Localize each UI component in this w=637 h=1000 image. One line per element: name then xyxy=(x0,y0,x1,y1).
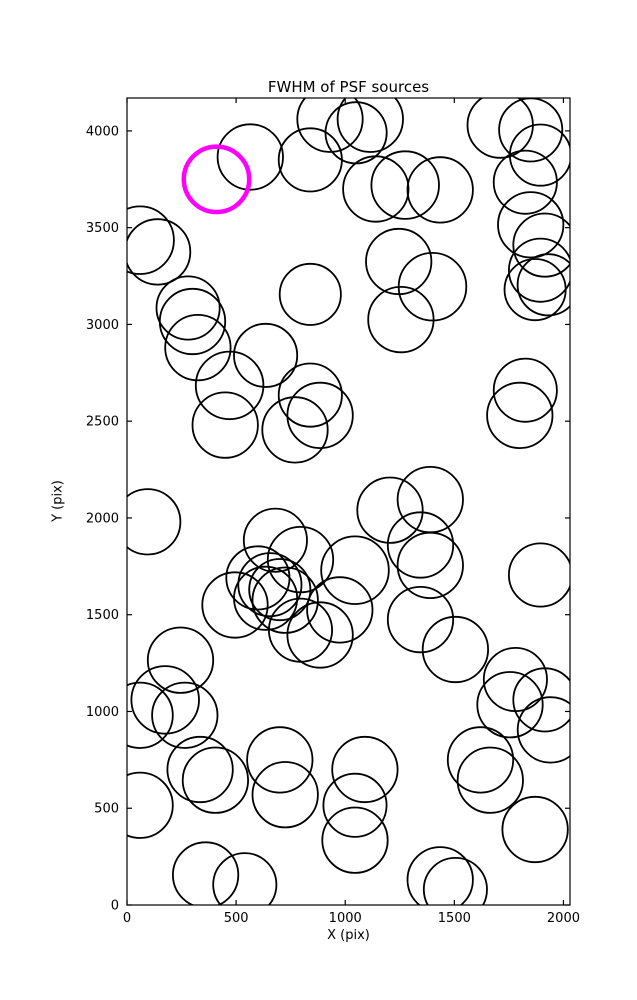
psf-circle xyxy=(233,322,299,388)
y-tick-label: 500 xyxy=(94,802,119,817)
x-tick-label: 0 xyxy=(123,911,131,926)
psf-circle xyxy=(508,542,570,608)
psf-circle xyxy=(336,98,404,153)
y-tick-label: 1000 xyxy=(86,705,119,720)
psf-circle xyxy=(158,287,227,356)
psf-circle xyxy=(501,795,569,864)
psf-circle xyxy=(386,585,455,654)
psf-circle xyxy=(324,101,388,165)
psf-circle xyxy=(476,671,544,739)
y-tick-label: 4000 xyxy=(86,124,119,139)
psf-circle xyxy=(406,846,474,905)
psf-circle xyxy=(127,488,182,556)
psf-circle xyxy=(216,123,284,191)
psf-circle xyxy=(237,552,303,618)
psf-circle-highlighted xyxy=(181,144,252,215)
psf-circle xyxy=(396,465,464,534)
psf-circle xyxy=(172,841,240,905)
psf-circle xyxy=(286,601,354,669)
x-axis-label: X (pix) xyxy=(327,928,370,943)
psf-circle xyxy=(166,735,234,804)
y-tick-label: 3000 xyxy=(86,318,119,333)
psf-circle xyxy=(251,761,319,829)
psf-circle xyxy=(191,391,259,459)
psf-circle xyxy=(277,362,343,428)
psf-circle xyxy=(406,156,474,224)
psf-circle xyxy=(164,313,232,382)
psf-circle xyxy=(370,150,440,220)
psf-circle xyxy=(278,262,342,326)
psf-circle xyxy=(201,571,269,639)
y-tick-label: 2000 xyxy=(86,511,119,526)
chart-title: FWHM of PSF sources xyxy=(267,78,430,96)
psf-circle xyxy=(322,772,388,838)
psf-circle xyxy=(486,381,554,449)
x-tick-label: 500 xyxy=(224,911,249,926)
psf-circle xyxy=(248,558,312,622)
psf-circle xyxy=(492,149,558,215)
psf-circle xyxy=(277,127,343,193)
psf-circle xyxy=(261,396,329,464)
y-tick-label: 2500 xyxy=(86,415,119,430)
psf-circle xyxy=(331,735,399,804)
psf-circle xyxy=(386,511,455,579)
y-tick-label: 1500 xyxy=(86,608,119,623)
psf-circles xyxy=(127,98,570,905)
psf-circle xyxy=(396,531,464,600)
psf-circle xyxy=(242,507,308,573)
psf-circle xyxy=(127,771,174,839)
psf-circle xyxy=(367,285,435,354)
psf-circle xyxy=(516,253,570,317)
x-tick-label: 1500 xyxy=(438,911,471,926)
y-tick-label: 0 xyxy=(111,899,119,914)
axes-frame xyxy=(126,97,571,906)
psf-circle xyxy=(516,696,570,764)
psf-circle xyxy=(246,726,314,794)
psf-circle xyxy=(508,237,570,303)
psf-circle xyxy=(497,191,565,259)
psf-circle xyxy=(296,98,364,153)
psf-circle xyxy=(512,212,570,278)
psf-circle xyxy=(127,218,192,286)
x-tick-label: 2000 xyxy=(547,911,580,926)
psf-circle xyxy=(456,746,524,814)
psf-circle xyxy=(512,667,570,733)
psf-circle xyxy=(498,98,564,163)
psf-circle xyxy=(421,615,489,684)
psf-circle xyxy=(233,565,299,631)
y-tick-label: 3500 xyxy=(86,221,119,236)
x-tick-label: 1000 xyxy=(329,911,362,926)
psf-circle xyxy=(181,746,249,814)
psf-circle xyxy=(130,665,200,735)
psf-circle xyxy=(151,681,219,749)
psf-circle xyxy=(446,726,515,794)
psf-circle xyxy=(155,275,221,341)
psf-circle xyxy=(342,155,410,223)
psf-circle xyxy=(127,681,174,749)
psf-circle xyxy=(306,576,374,644)
psf-circle xyxy=(422,857,488,905)
psf-circle xyxy=(492,357,558,423)
psf-circle xyxy=(356,476,424,544)
psf-circle xyxy=(286,381,354,449)
psf-circle xyxy=(320,535,390,605)
psf-circle xyxy=(251,566,319,634)
psf-circle xyxy=(194,350,265,421)
psf-circle xyxy=(503,258,567,322)
psf-circle xyxy=(482,647,548,713)
psf-circle xyxy=(212,852,278,905)
psf-circle xyxy=(321,806,389,874)
psf-circle xyxy=(127,205,175,275)
psf-circle xyxy=(146,626,215,694)
